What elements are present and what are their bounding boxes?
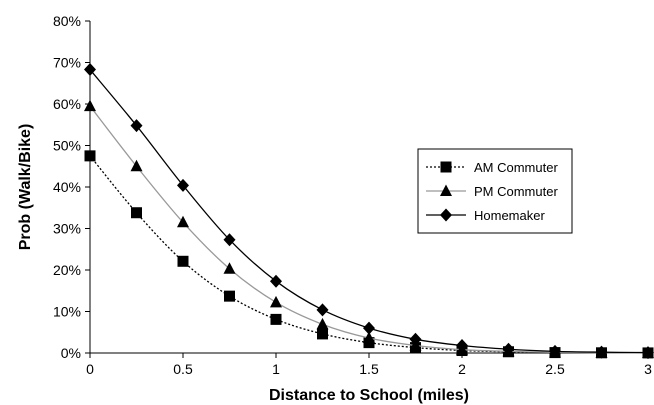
data-point [409, 332, 422, 346]
data-point [84, 150, 96, 162]
data-point [316, 317, 329, 330]
y-tick-label: 60% [53, 96, 81, 112]
x-tick-label: 2.5 [545, 361, 565, 377]
y-tick-label: 50% [53, 138, 81, 154]
y-tick-label: 40% [53, 179, 81, 195]
x-tick-label: 1.5 [359, 361, 379, 377]
data-point [177, 178, 189, 192]
legend: AM Commuter PM Commuter Homemaker [417, 148, 573, 234]
data-point [84, 99, 96, 112]
data-point [642, 346, 654, 360]
data-point [316, 303, 329, 317]
y-tick-label: 80% [53, 13, 81, 29]
data-point [84, 63, 96, 77]
y-axis-title: Prob (Walk/Bike) [17, 124, 34, 251]
y-tick-label: 70% [53, 55, 81, 71]
legend-label: AM Commuter [474, 160, 558, 175]
data-point [502, 342, 515, 356]
data-point [456, 339, 468, 353]
data-point [270, 295, 282, 308]
data-point [177, 215, 189, 228]
legend-entry: Homemaker [426, 208, 545, 223]
y-ticks: 0% 10% 20% 30% 40% 50% 60% 70% 80% [53, 13, 90, 361]
data-point [131, 207, 142, 219]
x-axis-title: Distance to School (miles) [269, 387, 469, 404]
legend-marker [440, 161, 452, 173]
data-point [595, 345, 608, 359]
series-homemaker [84, 63, 654, 360]
x-tick-label: 1 [272, 361, 280, 377]
data-point [224, 290, 235, 302]
x-tick-label: 2 [458, 361, 466, 377]
data-point [223, 262, 236, 274]
y-tick-label: 10% [53, 304, 81, 320]
data-point [223, 233, 236, 247]
x-tick-label: 0.5 [173, 361, 193, 377]
data-point [177, 255, 189, 267]
y-tick-label: 0% [61, 345, 81, 361]
y-tick-label: 30% [53, 221, 81, 237]
data-point [317, 328, 328, 340]
legend-label: Homemaker [474, 208, 545, 223]
series-layer [84, 63, 654, 360]
x-tick-label: 3 [644, 361, 652, 377]
data-point [363, 331, 375, 344]
data-point [130, 159, 143, 172]
data-point [130, 119, 143, 133]
legend-entry: AM Commuter [426, 160, 558, 175]
data-point [549, 344, 561, 358]
data-point [363, 321, 375, 335]
x-ticks: 0 0.5 1 1.5 2 2.5 3 [86, 353, 652, 377]
legend-label: PM Commuter [474, 184, 558, 199]
x-tick-label: 0 [86, 361, 94, 377]
legend-entry: PM Commuter [426, 184, 558, 199]
data-point [270, 274, 282, 288]
y-tick-label: 20% [53, 262, 81, 278]
legend-marker [440, 208, 452, 222]
data-point [270, 313, 282, 325]
legend-marker [440, 184, 452, 196]
